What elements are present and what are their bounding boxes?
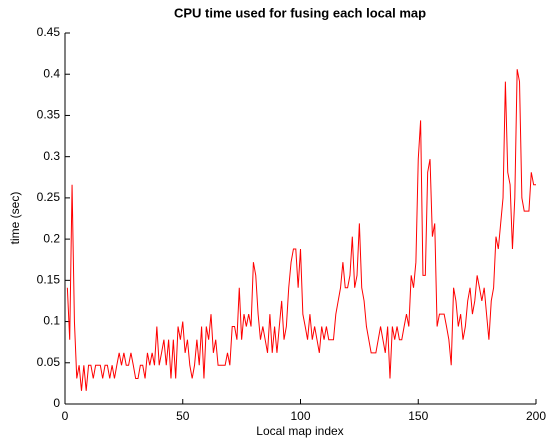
y-tick-label: 0.05 <box>37 355 61 369</box>
y-tick-label: 0.35 <box>37 108 61 122</box>
y-tick-label: 0.2 <box>43 231 60 245</box>
y-tick-label: 0.25 <box>37 190 61 204</box>
y-tick-label: 0 <box>53 396 60 410</box>
x-axis-label: Local map index <box>256 424 343 438</box>
y-tick-label: 0.3 <box>43 149 60 163</box>
data-line <box>66 69 536 391</box>
y-tick-label: 0.4 <box>43 66 60 80</box>
x-tick-label: 0 <box>62 409 69 423</box>
y-axis-label: time (sec) <box>8 192 22 245</box>
x-tick-label: 150 <box>408 409 428 423</box>
y-tick-label: 0.45 <box>37 25 61 39</box>
chart-title: CPU time used for fusing each local map <box>174 5 426 20</box>
x-tick-label: 50 <box>176 409 190 423</box>
y-tick-label: 0.1 <box>43 314 60 328</box>
x-tick-label: 100 <box>290 409 310 423</box>
y-tick-label: 0.15 <box>37 273 61 287</box>
x-tick-label: 200 <box>526 409 546 423</box>
